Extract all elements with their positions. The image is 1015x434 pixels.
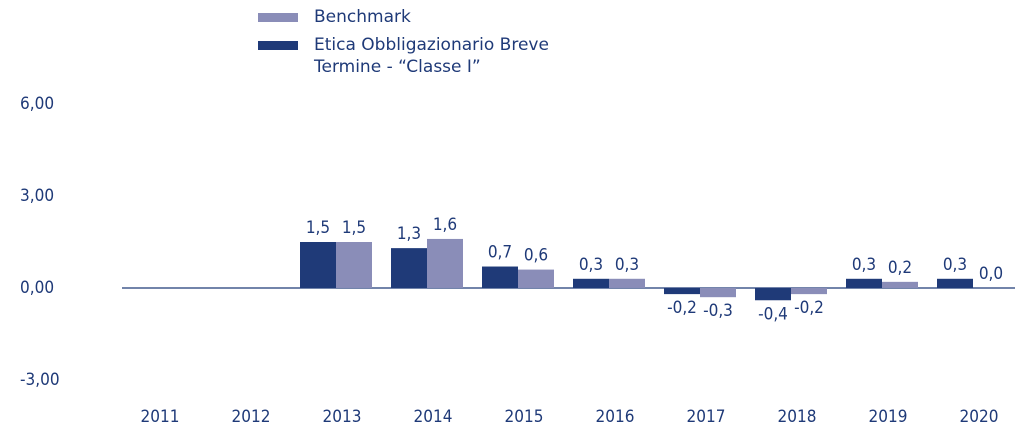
- bar: [518, 269, 554, 288]
- data-label: 0,0: [979, 264, 1003, 284]
- bar: [882, 281, 918, 288]
- x-tick-label: 2019: [869, 407, 908, 427]
- y-tick-label: -3,00: [20, 370, 60, 390]
- bar: [427, 238, 463, 288]
- data-label: 0,3: [579, 255, 603, 275]
- data-label: 0,7: [488, 243, 512, 263]
- data-label: -0,3: [703, 301, 733, 321]
- x-tick-label: 2014: [414, 407, 453, 427]
- data-label: 1,3: [397, 224, 421, 244]
- bar: [573, 278, 609, 288]
- x-tick-label: 2017: [687, 407, 726, 427]
- bar: [755, 287, 791, 301]
- bar: [664, 287, 700, 295]
- data-label: 0,3: [852, 255, 876, 275]
- bar: [391, 248, 427, 288]
- bar: [846, 278, 882, 288]
- bar: [937, 278, 973, 288]
- bar: [700, 287, 736, 298]
- legend-item: Benchmark: [258, 6, 554, 28]
- legend-item: Etica Obbligazionario Breve Termine - “C…: [258, 34, 554, 78]
- x-tick-label: 2016: [596, 407, 635, 427]
- y-tick-label: 3,00: [20, 186, 54, 206]
- legend: Benchmark Etica Obbligazionario Breve Ter…: [258, 6, 554, 84]
- data-label: 0,3: [615, 255, 639, 275]
- data-label: 0,2: [888, 258, 912, 278]
- bar: [609, 278, 645, 288]
- data-label: -0,2: [667, 298, 697, 318]
- x-tick-label: 2012: [232, 407, 271, 427]
- bar: [791, 287, 827, 295]
- x-tick-label: 2015: [505, 407, 544, 427]
- x-tick-label: 2020: [960, 407, 999, 427]
- data-label: -0,2: [794, 298, 824, 318]
- legend-swatch: [258, 13, 298, 22]
- bar: [300, 242, 336, 288]
- data-label: 1,5: [342, 218, 366, 238]
- data-label: 0,6: [524, 246, 548, 266]
- data-label: -0,4: [758, 304, 788, 324]
- legend-label: Etica Obbligazionario Breve Termine - “C…: [314, 35, 549, 77]
- legend-label: Benchmark: [314, 7, 411, 27]
- y-tick-label: 6,00: [20, 94, 54, 114]
- bar: [482, 266, 518, 288]
- data-label: 0,3: [943, 255, 967, 275]
- data-label: 1,5: [306, 218, 330, 238]
- y-tick-label: 0,00: [20, 278, 54, 298]
- x-tick-label: 2013: [323, 407, 362, 427]
- bar: [336, 242, 372, 288]
- x-tick-label: 2011: [141, 407, 180, 427]
- legend-swatch: [258, 41, 298, 50]
- data-label: 1,6: [433, 215, 457, 235]
- x-tick-label: 2018: [778, 407, 817, 427]
